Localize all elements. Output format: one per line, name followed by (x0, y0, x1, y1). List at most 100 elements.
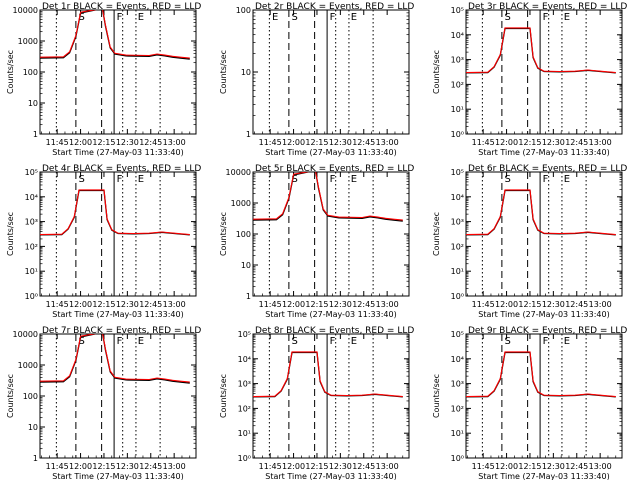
x-tick-label: 11:45 (259, 138, 282, 147)
y-axis-label: Counts/sec (219, 212, 228, 256)
y-tick-label: 10⁰ (451, 292, 464, 301)
x-axis-label: Start Time (27-May-03 11:33:40) (478, 310, 609, 319)
x-tick-label: 11:45 (46, 462, 69, 471)
y-tick-label: 10⁵ (451, 330, 464, 339)
x-tick-label: 12:45 (352, 462, 375, 471)
x-tick-label: 12:30 (329, 462, 352, 471)
marker-label: E (564, 174, 570, 185)
plot-frame (252, 9, 410, 135)
marker-label: E (564, 336, 570, 347)
series-line-events (466, 351, 616, 398)
marker-label: E (138, 174, 144, 185)
x-tick-label: 12:45 (352, 300, 375, 309)
marker-label: F (330, 336, 336, 347)
series-line-lld (466, 27, 616, 74)
x-axis-label: Start Time (27-May-03 11:33:40) (52, 472, 183, 480)
x-tick-label: 12:15 (92, 138, 115, 147)
series-line-lld (466, 351, 616, 398)
x-tick-label: 12:30 (542, 138, 565, 147)
y-tick-label: 10³ (451, 218, 464, 227)
y-tick-label: 10⁵ (451, 6, 464, 15)
series-line-lld (40, 334, 190, 383)
x-tick-label: 11:45 (259, 462, 282, 471)
series-line-lld (40, 189, 190, 236)
panel-title: Det 3r BLACK = Events, RED = LLD (468, 2, 627, 12)
x-tick-label: 12:45 (139, 300, 162, 309)
x-tick-label: 11:45 (472, 138, 495, 147)
y-axis-label: Counts/sec (432, 50, 441, 94)
marker-label: S (504, 12, 510, 23)
y-tick-label: 10⁰ (238, 454, 251, 463)
x-tick-label: 12:45 (139, 138, 162, 147)
plot-frame (39, 9, 197, 135)
x-tick-label: 12:00 (282, 300, 305, 309)
y-axis-label: Counts/sec (432, 212, 441, 256)
x-axis-label: Start Time (27-May-03 11:33:40) (478, 472, 609, 480)
marker-label: F (543, 336, 549, 347)
x-tick-label: 12:45 (565, 138, 588, 147)
series-line-events (40, 189, 190, 236)
x-tick-label: 12:15 (305, 138, 328, 147)
y-tick-label: 10² (451, 242, 464, 251)
y-tick-label: 10 (241, 261, 251, 270)
x-tick-label: 12:00 (495, 462, 518, 471)
marker-label: F (117, 12, 123, 23)
x-tick-label: 13:00 (163, 462, 186, 471)
panel-title: Det 6r BLACK = Events, RED = LLD (468, 164, 627, 174)
y-tick-label: 1 (33, 130, 38, 139)
marker-label: F (330, 12, 336, 23)
y-tick-label: 10000 (13, 330, 38, 339)
y-axis-label: Counts/sec (219, 374, 228, 418)
y-tick-label: 10⁵ (25, 168, 38, 177)
marker-label: F (543, 12, 549, 23)
x-tick-label: 12:45 (565, 462, 588, 471)
y-axis-label: Counts/sec (219, 50, 228, 94)
panel-title: Det 9r BLACK = Events, RED = LLD (468, 326, 627, 336)
marker-label: E (138, 336, 144, 347)
y-tick-label: 10⁴ (451, 31, 464, 40)
x-tick-label: 12:00 (282, 138, 305, 147)
series-line-lld (253, 172, 403, 221)
panel-det-8: Det 8r BLACK = Events, RED = LLD 10⁰ 10¹ 10… (219, 326, 414, 480)
y-tick-label: 10⁴ (451, 355, 464, 364)
y-tick-label: 10² (451, 80, 464, 89)
panel-det-3: Det 3r BLACK = Events, RED = LLD 10⁰ 10¹ 10… (432, 2, 627, 157)
marker-label: F (330, 174, 336, 185)
y-tick-label: 10 (241, 68, 251, 77)
panel-title: Det 5r BLACK = Events, RED = LLD (255, 164, 414, 174)
series-line-lld (466, 189, 616, 236)
plot-frame (465, 9, 623, 135)
panel-title: Det 7r BLACK = Events, RED = LLD (42, 326, 201, 336)
marker-label: S (291, 12, 297, 23)
x-tick-label: 13:00 (589, 138, 612, 147)
y-tick-label: 10³ (25, 218, 38, 227)
x-tick-label: 12:15 (518, 462, 541, 471)
y-tick-label: 10¹ (238, 429, 251, 438)
x-tick-label: 12:15 (518, 138, 541, 147)
series-line-lld (40, 10, 190, 59)
marker-label: E (272, 12, 278, 23)
x-tick-label: 12:00 (69, 138, 92, 147)
panel-det-5: Det 5r BLACK = Events, RED = LLD 1 10 100 10… (219, 164, 414, 319)
y-tick-label: 10¹ (25, 267, 38, 276)
y-tick-label: 10⁴ (25, 193, 38, 202)
plot-frame (465, 171, 623, 297)
x-tick-label: 12:30 (116, 138, 139, 147)
panel-det-9: Det 9r BLACK = Events, RED = LLD 10⁰ 10¹ 10… (432, 326, 627, 480)
series-line-lld (253, 351, 403, 398)
x-tick-label: 12:00 (69, 462, 92, 471)
x-tick-label: 12:15 (305, 462, 328, 471)
x-axis-label: Start Time (27-May-03 11:33:40) (265, 148, 396, 157)
marker-label: S (78, 12, 84, 23)
plot-frame (252, 171, 410, 297)
panel-det-4: Det 4r BLACK = Events, RED = LLD 10⁰ 10¹ 10… (6, 164, 201, 319)
marker-label: F (543, 174, 549, 185)
y-tick-label: 1 (33, 454, 38, 463)
y-tick-label: 100 (236, 230, 251, 239)
panel-title: Det 8r BLACK = Events, RED = LLD (255, 326, 414, 336)
y-tick-label: 10² (451, 404, 464, 413)
x-tick-label: 13:00 (589, 300, 612, 309)
y-tick-label: 1 (246, 292, 251, 301)
y-tick-label: 100 (23, 68, 38, 77)
